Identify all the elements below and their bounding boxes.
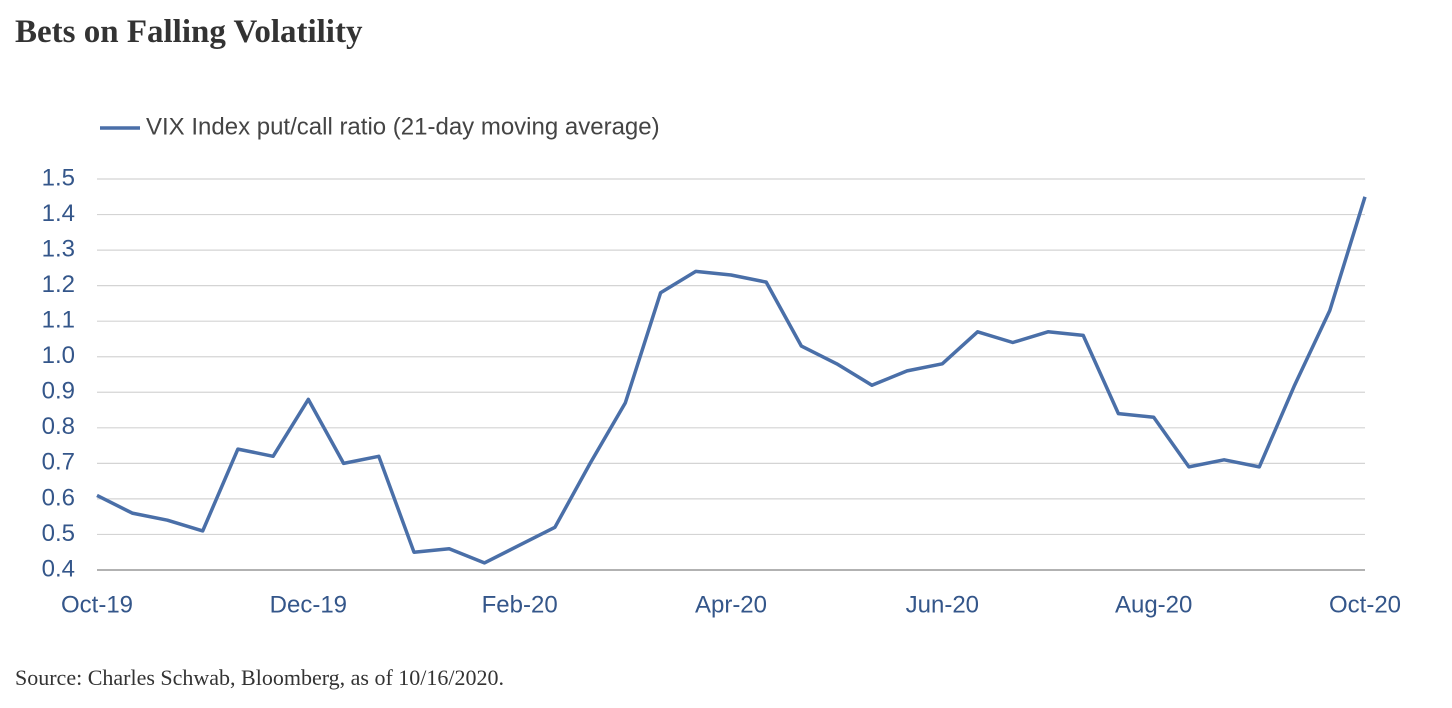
source-note: Source: Charles Schwab, Bloomberg, as of… — [15, 665, 504, 690]
y-tick-label: 1.2 — [42, 271, 75, 298]
y-tick-label: 1.5 — [42, 164, 75, 191]
y-tick-label: 1.0 — [42, 342, 75, 369]
x-tick-label: Jun-20 — [906, 591, 979, 618]
chart-title: Bets on Falling Volatility — [15, 14, 363, 50]
y-tick-label: 0.5 — [42, 520, 75, 547]
y-tick-label: 1.3 — [42, 235, 75, 262]
y-tick-label: 0.4 — [42, 555, 75, 582]
legend-label: VIX Index put/call ratio (21-day moving … — [146, 113, 660, 140]
x-tick-label: Aug-20 — [1115, 591, 1192, 618]
y-tick-label: 0.8 — [42, 413, 75, 440]
x-tick-label: Feb-20 — [482, 591, 558, 618]
y-tick-label: 1.1 — [42, 307, 75, 334]
x-tick-label: Oct-19 — [61, 591, 133, 618]
x-tick-label: Oct-20 — [1329, 591, 1401, 618]
y-tick-label: 0.7 — [42, 449, 75, 476]
data-line — [96, 196, 1367, 565]
y-tick-label: 0.6 — [42, 484, 75, 511]
x-tick-label: Apr-20 — [695, 591, 767, 618]
y-tick-label: 0.9 — [42, 378, 75, 405]
y-tick-label: 1.4 — [42, 200, 75, 227]
x-tick-label: Dec-19 — [270, 591, 347, 618]
